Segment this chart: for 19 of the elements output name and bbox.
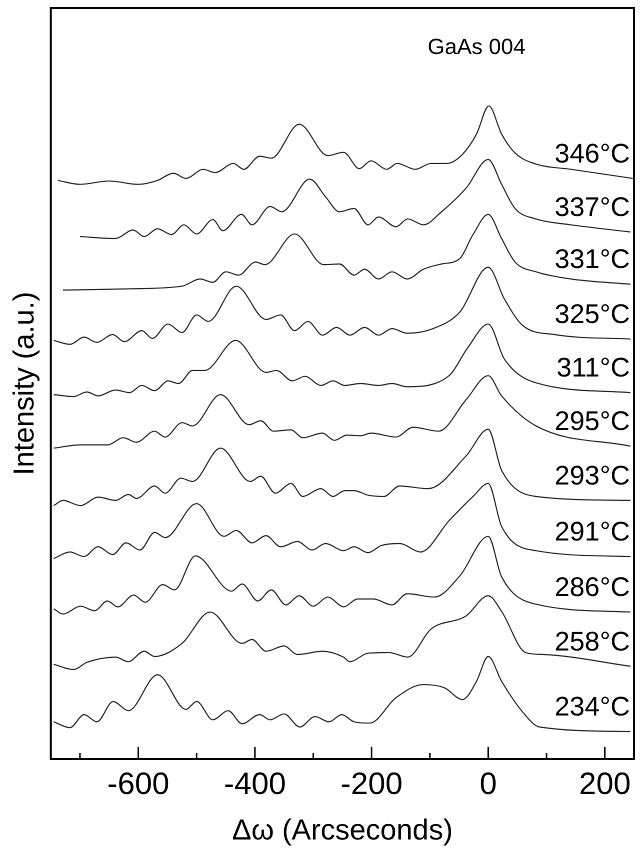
series-label: 311°C [556,352,630,383]
x-tick-label: -600 [107,766,170,802]
x-tick-label: -200 [340,766,403,802]
x-tick-label: 0 [480,766,497,802]
series-label: 331°C [554,244,630,274]
series-label: 258°C [554,626,630,656]
series-label: 325°C [554,299,630,330]
x-tick-label: -400 [224,766,286,802]
x-tick-label: 200 [578,766,631,802]
text: GaAs 004 [428,34,526,60]
series-label: 291°C [554,516,630,547]
series-label: 234°C [554,692,630,722]
series-label: 295°C [554,406,630,436]
series-label: 337°C [554,192,630,222]
x-axis-title: Δω (Arcseconds) [232,814,453,847]
y-axis-title: Intensity (a.u.) [8,292,40,476]
series-label: 346°C [554,138,630,168]
series-label: 286°C [554,572,630,602]
series-label: 293°C [554,460,630,490]
